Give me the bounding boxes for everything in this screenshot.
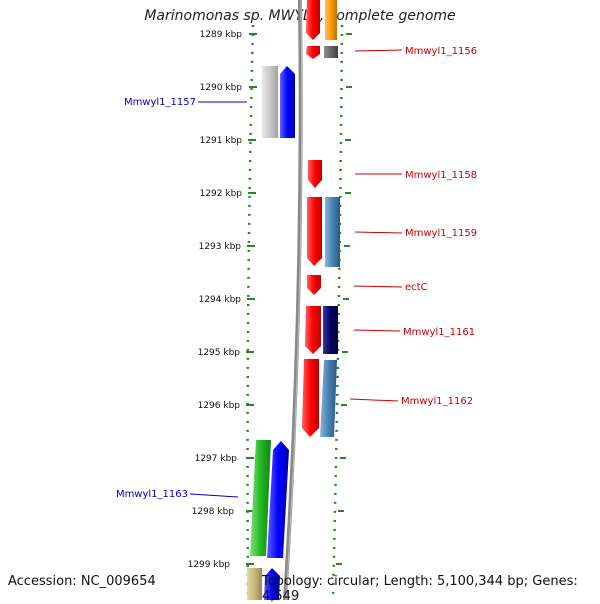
tick-label: 1296 kbp [198, 401, 241, 411]
gene-arrow[interactable] [264, 568, 280, 600]
accession-text: Accession: NC_009654 [8, 574, 156, 589]
tick-label: 1299 kbp [188, 560, 231, 570]
gene-arrow[interactable] [308, 160, 322, 188]
tick-label: 1293 kbp [199, 242, 242, 252]
tick-label: 1290 kbp [200, 83, 243, 93]
gene-label[interactable]: Mmwyl1_1159 [405, 228, 477, 239]
gene-label[interactable]: Mmwyl1_1161 [403, 327, 475, 338]
gene-arrow[interactable] [267, 441, 289, 558]
gene-arrow[interactable] [325, 0, 337, 40]
tick-label: 1291 kbp [200, 136, 243, 146]
tick-label: 1289 kbp [200, 30, 243, 40]
ruler-right-dashes [336, 33, 352, 565]
gene-arrow[interactable] [325, 197, 340, 267]
gene-label[interactable]: Mmwyl1_1157 [124, 97, 196, 108]
gene-label[interactable]: Mmwyl1_1162 [401, 396, 473, 407]
tick-label: 1297 kbp [195, 454, 238, 464]
gene-arrow[interactable] [307, 197, 322, 266]
gene-arrow[interactable] [305, 306, 321, 354]
gene-arrow[interactable] [323, 306, 338, 354]
gene-arrow[interactable] [306, 46, 320, 59]
gene-label[interactable]: Mmwyl1_1158 [405, 170, 477, 181]
reverse-strand-genes [302, 0, 340, 437]
gene-arrow[interactable] [306, 0, 320, 40]
forward-strand-genes [247, 66, 295, 600]
gene-arrow[interactable] [250, 440, 271, 556]
gene-arrow[interactable] [247, 568, 262, 600]
tick-label: 1292 kbp [200, 189, 243, 199]
gene-arrow[interactable] [302, 359, 319, 437]
ruler-left-dashes [246, 33, 257, 565]
label-connectors [189, 49, 403, 498]
gene-arrow[interactable] [307, 275, 321, 295]
tick-label: 1295 kbp [198, 348, 241, 358]
gene-label[interactable]: ectC [405, 282, 428, 293]
gene-label[interactable]: Mmwyl1_1156 [405, 46, 477, 57]
gene-label[interactable]: Mmwyl1_1163 [116, 489, 188, 500]
tick-label: 1294 kbp [199, 295, 242, 305]
gene-arrow[interactable] [324, 46, 338, 58]
gene-arrow[interactable] [280, 66, 295, 138]
genome-backbone [283, 0, 303, 600]
tick-label: 1298 kbp [192, 507, 235, 517]
gene-arrow[interactable] [262, 66, 278, 138]
gene-arrow[interactable] [320, 360, 337, 437]
